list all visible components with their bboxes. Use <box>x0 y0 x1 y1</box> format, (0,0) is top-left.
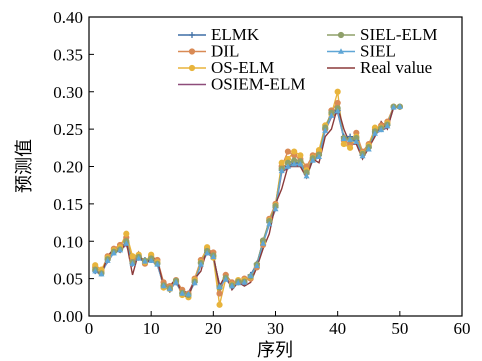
legend-marker-dil <box>188 48 196 55</box>
data-point-siel <box>253 262 260 269</box>
data-point-siel <box>204 250 211 256</box>
x-tick-label: 40 <box>329 319 346 338</box>
data-point-siel <box>117 247 124 253</box>
data-point-siel <box>98 270 105 277</box>
y-tick-label: 0.05 <box>53 270 83 289</box>
y-tick-label: 0.00 <box>53 307 83 326</box>
data-point-siel <box>179 290 186 296</box>
legend-marker-elmk <box>189 32 195 38</box>
data-point-siel <box>241 279 248 285</box>
data-point-siel <box>359 152 366 159</box>
legend-label-os-elm: OS-ELM <box>211 58 274 77</box>
series-markers <box>92 88 403 308</box>
legend-label-siel-elm: SIEL-ELM <box>360 25 437 44</box>
data-point-siel <box>185 291 192 297</box>
data-point-siel <box>303 173 310 179</box>
data-point-siel <box>197 261 204 267</box>
data-point-siel <box>365 146 372 152</box>
data-point-siel <box>284 163 291 169</box>
data-point-dil <box>284 148 292 155</box>
data-point-siel <box>135 255 142 261</box>
series-line-os-elm <box>94 91 400 305</box>
data-point-siel <box>334 107 341 114</box>
data-point-dil <box>334 99 341 107</box>
data-point-siel <box>322 127 329 133</box>
data-point-siel <box>235 279 242 286</box>
series-lines <box>94 91 400 305</box>
data-point-siel <box>104 257 111 263</box>
data-point-siel <box>247 272 254 278</box>
legend-marker-os-elm <box>188 64 196 72</box>
data-point-siel <box>141 258 148 264</box>
data-point-siel <box>297 161 304 167</box>
data-point-siel <box>160 282 167 289</box>
legend-label-elmk: ELMK <box>211 25 260 44</box>
data-point-siel <box>316 153 323 159</box>
data-point-siel <box>371 130 378 136</box>
data-point-siel <box>396 103 403 109</box>
y-tick-label: 0.40 <box>53 8 83 27</box>
data-point-os-elm <box>297 152 304 159</box>
data-point-siel <box>154 261 161 267</box>
y-tick-label: 0.30 <box>53 83 83 102</box>
data-point-siel <box>191 279 198 286</box>
data-point-os-elm <box>340 140 347 148</box>
data-point-dil <box>216 290 223 297</box>
data-point-siel <box>309 157 316 163</box>
data-point-siel <box>384 122 391 129</box>
x-axis-label: 序列 <box>257 340 293 361</box>
x-tick-label: 50 <box>391 319 408 338</box>
data-point-siel <box>260 240 267 246</box>
x-tick-label: 20 <box>205 319 222 338</box>
data-point-siel <box>173 279 180 285</box>
y-tick-label: 0.10 <box>53 232 83 251</box>
x-tick-label: 60 <box>454 319 471 338</box>
data-point-siel <box>123 240 130 246</box>
data-point-os-elm <box>334 88 341 95</box>
data-point-siel <box>272 205 279 212</box>
data-point-siel <box>390 104 397 110</box>
data-point-siel <box>216 283 223 290</box>
data-point-siel <box>328 112 335 118</box>
data-point-siel <box>353 138 360 145</box>
data-point-siel <box>210 253 217 260</box>
y-tick-label: 0.15 <box>53 195 83 214</box>
data-point-siel <box>340 135 347 142</box>
data-point-siel <box>148 257 155 263</box>
data-point-siel <box>378 126 385 133</box>
data-point-siel <box>266 220 273 227</box>
data-point-siel <box>92 267 99 274</box>
y-tick-label: 0.35 <box>53 45 83 64</box>
data-point-os-elm <box>347 144 354 151</box>
legend-label-real-value: Real value <box>360 58 432 77</box>
y-axis-label: 预测值 <box>14 139 35 193</box>
legend-label-osiem-elm: OSIEM-ELM <box>211 75 305 94</box>
data-point-siel <box>278 167 285 174</box>
data-point-os-elm <box>123 230 130 237</box>
axis-ticks: 0 10 20 30 40 50 60 0.00 0.05 0.10 0.15 0.20 0.25 0.3… <box>53 8 470 338</box>
data-point-siel <box>110 250 117 256</box>
legend-marker-siel-elm <box>337 31 345 39</box>
data-point-os-elm <box>129 253 136 260</box>
data-point-os-elm <box>278 159 285 166</box>
data-point-siel <box>129 260 136 266</box>
data-point-siel <box>228 282 235 289</box>
x-tick-label: 10 <box>143 319 160 338</box>
data-point-siel <box>166 285 173 292</box>
data-point-os-elm <box>216 301 223 308</box>
x-tick-label: 30 <box>267 319 284 338</box>
data-point-os-elm <box>291 148 298 155</box>
legend-marker-siel <box>338 48 344 54</box>
data-point-siel <box>347 136 354 142</box>
legend-label-dil: DIL <box>211 42 239 61</box>
data-point-siel <box>222 276 229 282</box>
y-tick-label: 0.25 <box>53 120 83 139</box>
y-tick-label: 0.20 <box>53 158 83 177</box>
x-tick-label: 0 <box>85 319 94 338</box>
legend-label-siel: SIEL <box>360 42 396 61</box>
data-point-siel <box>291 161 298 167</box>
